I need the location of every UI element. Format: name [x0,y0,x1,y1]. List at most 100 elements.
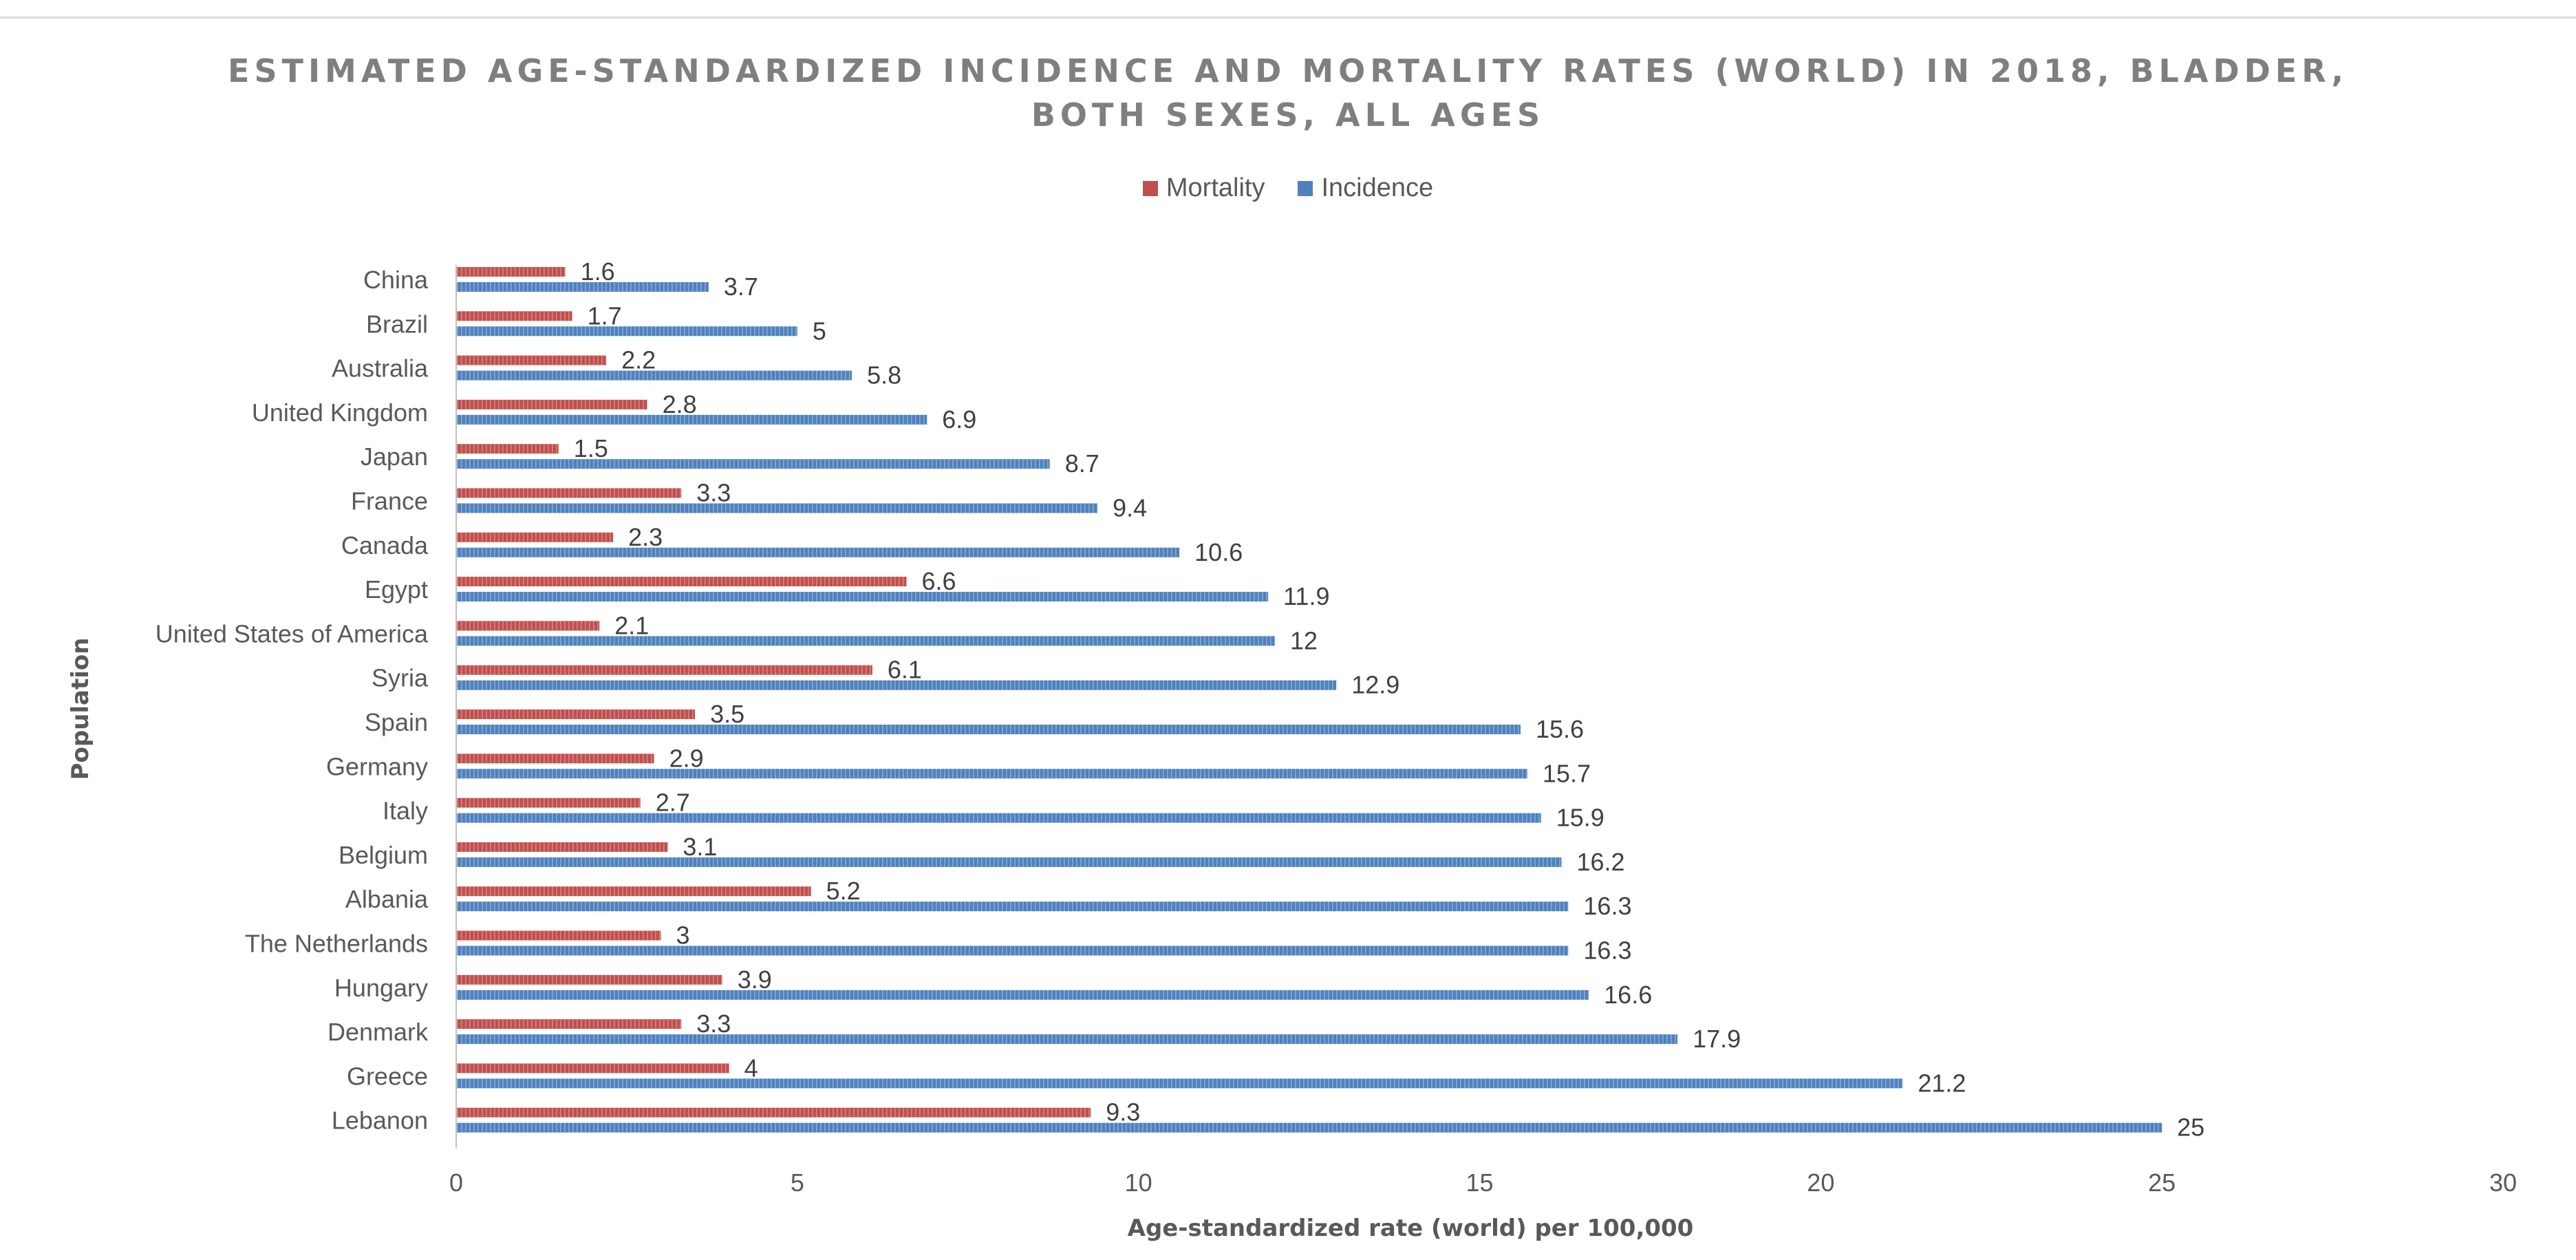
mortality-value-label: 1.7 [588,301,622,330]
incidence-bar [457,414,927,425]
incidence-value-label: 9.4 [1113,494,1147,522]
legend-item-incidence: Incidence [1298,173,1433,203]
x-tick-label: 15 [1466,1168,1493,1197]
mortality-value-label: 2.3 [628,523,663,551]
category-label: Syria [372,664,429,692]
mortality-value-label: 3.3 [696,479,731,507]
x-tick-label: 0 [449,1168,463,1197]
category-label: Greece [347,1062,428,1090]
category-label: Canada [341,531,429,559]
legend: Mortality Incidence [0,173,2576,203]
chart-title-line-1: ESTIMATED AGE-STANDARDIZED INCIDENCE AND… [228,52,2348,89]
category-label: Lebanon [332,1107,428,1135]
legend-label-mortality: Mortality [1166,173,1265,202]
category-label: United Kingdom [252,398,428,427]
mortality-value-label: 3.3 [696,1010,731,1038]
mortality-bar [457,532,614,542]
incidence-value-label: 16.3 [1583,892,1631,920]
category-label: Belgium [339,841,428,869]
incidence-bar [457,946,1569,956]
incidence-bar [457,990,1589,1000]
category-label: China [363,266,429,294]
category-label: Albania [345,885,429,913]
incidence-value-label: 16.2 [1577,848,1625,876]
incidence-bar [457,769,1527,779]
category-label: United States of America [155,619,429,648]
legend-swatch-mortality [1142,180,1158,196]
mortality-bar [457,798,641,808]
mortality-bar [457,488,682,498]
category-label: Italy [383,797,428,825]
x-tick-label: 25 [2148,1168,2176,1197]
incidence-value-label: 17.9 [1693,1025,1741,1053]
legend-swatch-incidence [1298,180,1313,196]
incidence-bar [457,370,852,381]
mortality-value-label: 3 [676,921,690,950]
mortality-bar [457,621,600,631]
x-tick-label: 5 [791,1168,804,1197]
incidence-bar [457,901,1569,912]
incidence-value-label: 16.6 [1604,981,1652,1009]
mortality-bar [457,267,566,277]
incidence-bar [457,725,1521,734]
data-labels: 1.6 3.7 1.7 5 2.2 5.8 2.8 6.9 1.5 8.7 3.3 9.4 2.3 10.… [574,257,2204,1142]
mortality-bar [457,754,654,764]
incidence-value-label: 12 [1290,626,1318,654]
incidence-value-label: 5.8 [867,361,901,389]
mortality-bar [457,930,661,941]
mortality-bar [457,1107,1091,1118]
mortality-bar [457,1019,682,1029]
incidence-value-label: 25 [2177,1113,2204,1142]
x-tick-label: 20 [1807,1168,1834,1197]
category-label: Spain [365,708,428,736]
mortality-value-label: 2.8 [663,390,697,418]
mortality-value-label: 2.7 [656,789,690,817]
incidence-value-label: 15.9 [1556,804,1604,832]
mortality-value-label: 3.5 [710,700,744,728]
chart-title-line-2: BOTH SEXES, ALL AGES [1031,96,1545,134]
category-label: France [351,487,428,515]
incidence-value-label: 5 [813,317,826,345]
incidence-bar [457,503,1098,513]
mortality-bar [457,974,722,985]
mortality-value-label: 3.9 [738,965,772,994]
mortality-value-label: 2.9 [669,744,704,772]
category-label: The Netherlands [245,930,428,958]
x-tick-label: 10 [1125,1168,1152,1197]
mortality-value-label: 2.2 [621,346,656,374]
incidence-bar [457,1078,1903,1089]
mortality-bar [457,709,696,719]
mortality-bar [457,842,668,852]
category-labels: China Brazil Australia United Kingdom Japan F… [155,266,429,1135]
mortality-bar [457,399,647,409]
incidence-bar [457,592,1269,602]
incidence-bar [457,459,1050,469]
incidence-bar [457,680,1337,690]
category-label: Egypt [365,575,428,604]
incidence-value-label: 12.9 [1351,671,1399,699]
x-tick-label: 30 [2489,1168,2517,1197]
incidence-bar [457,813,1541,823]
mortality-bar [457,311,572,321]
mortality-bar [457,355,607,365]
x-axis-title: Age-standardized rate (world) per 100,00… [1128,1215,1694,1242]
top-divider [0,17,2576,19]
category-label: Denmark [328,1018,429,1046]
incidence-value-label: 11.9 [1283,582,1329,610]
mortality-value-label: 9.3 [1106,1098,1140,1126]
mortality-value-label: 1.6 [581,257,615,286]
incidence-bar [457,857,1562,867]
category-label: Hungary [334,974,428,1002]
incidence-value-label: 21.2 [1918,1069,1966,1097]
incidence-bar [457,636,1275,646]
incidence-value-label: 15.6 [1536,715,1584,743]
incidence-value-label: 3.7 [724,273,758,301]
mortality-value-label: 3.1 [683,833,717,861]
incidence-bar [457,1122,2162,1133]
mortality-bar [457,577,907,587]
incidence-value-label: 8.7 [1065,449,1099,478]
incidence-bar [457,326,797,337]
legend-item-mortality: Mortality [1142,173,1265,203]
category-label: Japan [361,442,428,471]
